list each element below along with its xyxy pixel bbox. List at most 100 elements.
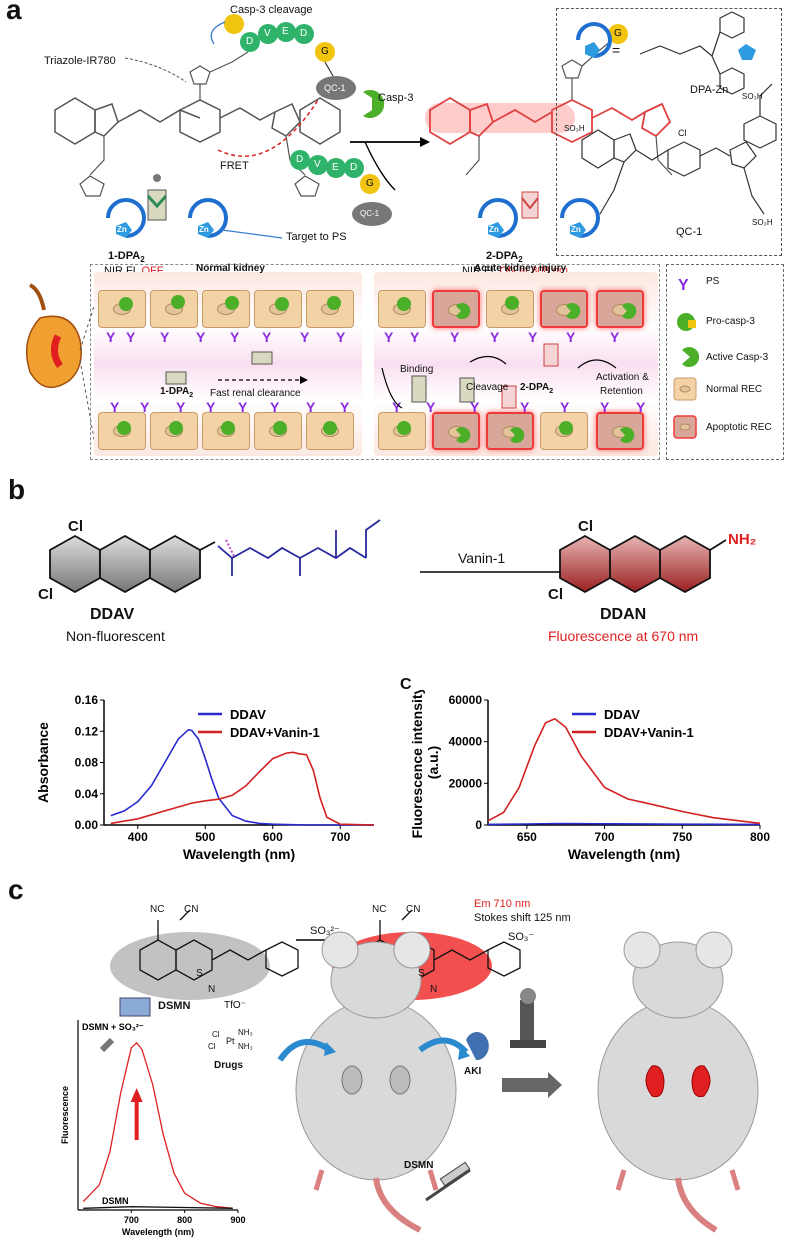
ddav-desc: Non-fluorescent (66, 628, 165, 644)
ddav-name: DDAV (90, 606, 135, 623)
legend-procasp: Pro-casp-3 (706, 316, 755, 327)
ddav-structure (49, 519, 381, 594)
svg-text:Y: Y (490, 329, 500, 345)
ddan-desc: Fluorescence at 670 nm (548, 628, 699, 644)
triazole-label: Triazole-IR780 (44, 55, 116, 67)
probe-2-label-kidney: 2-DPA2 (520, 382, 553, 395)
legend-label-1: DDAV+Vanin-1 (604, 725, 694, 740)
ddan-cl-2: Cl (548, 586, 563, 603)
c-s-2: S (418, 968, 425, 979)
compound-2-text: 2-DPA (486, 250, 519, 262)
panel-c-letter-b: C (400, 676, 412, 693)
peptide-v: V (264, 28, 271, 39)
y-axis-label-line: (a.u.) (425, 746, 441, 779)
qc1-so3h-2: SO₃H (742, 92, 763, 101)
ddan-nh2: NH₂ (728, 531, 757, 548)
c-s-1: S (196, 968, 203, 979)
svg-text:Y: Y (392, 399, 402, 415)
peptide-g2: G (614, 28, 622, 39)
kidney-compound-1-sub: 2 (189, 392, 194, 399)
svg-text:Y: Y (160, 329, 170, 345)
y-tick-label: 0.00 (75, 818, 99, 832)
released-d2: D (350, 162, 358, 173)
qc1-structure (581, 83, 777, 215)
c-so3-reagent: SO₃²⁻ (310, 925, 340, 937)
panel-label-a: a (6, 0, 22, 25)
legend-apoptotic: Apoptotic REC (706, 422, 772, 433)
legend-label-0: DDAV (604, 707, 640, 722)
svg-text:Y: Y (126, 329, 136, 345)
kidney-scheme-box (90, 264, 660, 460)
structure-legend-box (556, 8, 782, 256)
kidney-icon (25, 283, 97, 451)
probe-1-label-kidney: 1-DPA2 (160, 386, 193, 399)
peptide-d1: D (246, 36, 254, 47)
series-line-1 (110, 751, 375, 826)
svg-text:Y: Y (384, 329, 394, 345)
y-tick-label: 20000 (449, 776, 483, 790)
svg-text:Y: Y (336, 329, 346, 345)
y-axis-label: Absorbance (35, 722, 51, 803)
y-tick-label: 40000 (449, 735, 483, 749)
released-g: G (366, 178, 374, 189)
fast-clearance-label: Fast renal clearance (210, 388, 301, 399)
c-dsmn-syringe: DSMN (404, 1160, 434, 1171)
zn-binders-1 (106, 174, 228, 238)
x-tick-label: 500 (195, 830, 215, 844)
legend-label-0: DDAV (230, 707, 266, 722)
c-aki: AKI (464, 1066, 482, 1077)
svg-text:Y: Y (636, 399, 646, 415)
dpa-zn-label: DPA-Zn (690, 84, 729, 96)
y-tick-label: 0.16 (75, 693, 99, 707)
released-v: V (314, 159, 321, 170)
released-e: E (332, 162, 339, 173)
x-tick-label: 700 (124, 1215, 139, 1225)
zn-label-1: Zn (117, 225, 127, 234)
aki-title: Acute kidney injury (474, 263, 567, 274)
normal-kidney-title: Normal kidney (196, 263, 265, 274)
series-line-0 (110, 728, 374, 826)
c-so3-product: SO₃⁻ (508, 931, 535, 943)
probe-2-structure (425, 24, 673, 238)
c-dsmn-name: DSMN (158, 1000, 191, 1012)
panel-b-scheme (49, 519, 727, 594)
x-tick-label: 900 (230, 1215, 245, 1225)
c-cl-2: Cl (208, 1042, 216, 1051)
panel-a-schematic (25, 11, 777, 451)
legend-box (666, 264, 784, 460)
svg-text:Y: Y (238, 399, 248, 415)
qc1-so3h-1: SO₃H (564, 124, 585, 133)
y-axis-label: Fluorescence (60, 1086, 70, 1144)
ddan-structure (559, 534, 727, 594)
legend-label-1: DDAV+Vanin-1 (230, 725, 320, 740)
series-label-0: DSMN + SO₃²⁻ (82, 1022, 144, 1032)
absorbance-chart: 400 500 600 700 0.00 0.04 0.08 0.12 0.16 Waveleng… (35, 693, 375, 862)
normal-cell (306, 290, 354, 328)
peptide-g1: G (321, 46, 329, 57)
x-axis-label: Wavelength (nm) (122, 1227, 194, 1237)
c-nc-2: NC (372, 904, 387, 915)
svg-text:Y: Y (410, 329, 420, 345)
x-tick-label: 800 (750, 830, 770, 844)
y-tick-label: 0.12 (75, 724, 99, 738)
compound-1-name: 1-DPA2 (108, 250, 145, 264)
compound-2-name: 2-DPA2 (486, 250, 523, 264)
svg-text:Y: Y (176, 399, 186, 415)
mouse-2 (597, 931, 759, 1233)
panel-c-scheme (99, 909, 759, 1233)
kidney-compound-2: 2-DPA (520, 382, 550, 393)
casp3-cleavage-label: Casp-3 cleavage (230, 4, 313, 16)
dpa-zn-equals: = (612, 42, 621, 58)
y-tick-label: 0.04 (75, 787, 99, 801)
peptide-d2: D (300, 28, 308, 39)
ddav-cl-2: Cl (38, 586, 53, 603)
c-cl-1: Cl (212, 1030, 220, 1039)
svg-text:Y: Y (520, 399, 530, 415)
normal-cell (202, 290, 250, 328)
qc1-cl-label: Cl (678, 128, 687, 138)
fluorescence-chart: 650 700 750 800 0 20000 40000 60000 Wavelength (… (409, 690, 770, 862)
qc1-label: QC-1 (324, 83, 346, 93)
y-axis-label: Fluorescence intensity(a.u.) (409, 690, 441, 838)
legend-ps: PS (706, 276, 720, 287)
